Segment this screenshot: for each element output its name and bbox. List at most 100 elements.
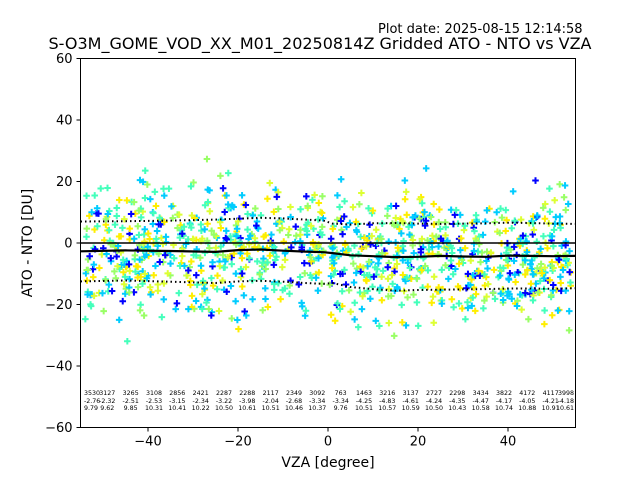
data-point [329, 254, 336, 261]
data-point [162, 233, 170, 241]
data-point [490, 266, 498, 274]
data-point [232, 270, 240, 277]
data-point [481, 297, 488, 304]
data-point [523, 248, 531, 256]
data-point [102, 221, 110, 229]
data-point [84, 266, 92, 274]
data-point [469, 271, 477, 279]
data-point [312, 274, 320, 282]
data-point [378, 249, 386, 257]
data-point [190, 179, 197, 186]
data-point [224, 254, 232, 261]
data-point [252, 205, 259, 212]
data-point [280, 238, 288, 245]
data-point [262, 232, 269, 239]
data-point [262, 265, 269, 273]
data-point [537, 245, 544, 253]
data-point [182, 240, 190, 248]
data-point [199, 290, 206, 298]
bin-stat-value: 10.43 [448, 405, 466, 412]
data-point [525, 315, 532, 323]
data-point [274, 188, 282, 196]
bin-stat-value: 10.57 [378, 405, 396, 412]
data-point [130, 235, 138, 243]
bin-stat-value: 3216 [379, 390, 395, 397]
data-point [340, 213, 348, 220]
data-point [468, 276, 475, 283]
data-point [251, 234, 259, 242]
data-point [277, 295, 284, 303]
data-point [425, 246, 433, 253]
x-tick-label: 40 [500, 435, 517, 450]
data-point [266, 179, 274, 187]
data-point [170, 254, 178, 262]
data-point [458, 305, 466, 312]
data-point [541, 264, 549, 271]
data-point [203, 299, 210, 306]
data-point [510, 257, 518, 265]
data-point [398, 319, 406, 326]
data-point [527, 261, 534, 268]
data-point [448, 295, 456, 303]
data-point [442, 232, 449, 239]
data-point [95, 210, 102, 217]
data-point [249, 295, 256, 303]
data-point [276, 218, 283, 225]
data-point [278, 263, 286, 271]
data-point [223, 236, 231, 243]
data-point [187, 277, 194, 285]
data-point [353, 228, 361, 236]
data-point [124, 337, 131, 345]
data-point [160, 280, 168, 287]
data-point [369, 207, 377, 214]
bin-stat-value: -4.17 [496, 398, 512, 405]
data-point [123, 197, 131, 204]
data-point [541, 200, 549, 208]
bin-stat-value: -2.68 [286, 398, 302, 405]
data-point [143, 274, 151, 282]
bin-stat-value: 10.50 [215, 405, 233, 412]
bin-stat-value: -4.24 [426, 398, 442, 405]
y-tick-label: 0 [64, 237, 72, 252]
data-point [298, 303, 306, 310]
data-point [449, 270, 457, 278]
data-point [385, 319, 393, 327]
data-point [153, 227, 161, 235]
data-point [510, 243, 518, 251]
data-point [521, 271, 529, 278]
data-point [361, 234, 368, 242]
data-point [151, 188, 159, 196]
data-point [189, 235, 197, 243]
data-point [238, 191, 246, 199]
data-point [146, 283, 154, 291]
data-point [217, 172, 224, 180]
data-point [144, 181, 151, 188]
bin-stat-value: 3127 [99, 390, 115, 397]
data-point [104, 210, 112, 218]
data-point [279, 286, 286, 294]
data-point [414, 322, 422, 330]
data-point [548, 262, 555, 270]
data-point [244, 210, 251, 218]
data-point [175, 211, 183, 218]
data-point [330, 271, 337, 278]
data-point [493, 208, 501, 216]
data-point [223, 192, 230, 199]
data-point [516, 291, 524, 298]
data-point [557, 273, 564, 281]
bin-stat-value: 3434 [473, 390, 489, 397]
y-tick-label: −20 [45, 298, 72, 313]
data-point [512, 278, 519, 286]
data-point [566, 247, 573, 255]
data-point [537, 260, 545, 268]
data-point [274, 205, 282, 213]
data-point [402, 188, 410, 196]
data-point [509, 188, 517, 195]
data-point [362, 243, 370, 250]
data-point [378, 273, 385, 280]
data-point [107, 241, 115, 248]
data-point [246, 255, 253, 262]
data-point [266, 252, 274, 259]
data-point [338, 287, 346, 295]
data-point [88, 208, 95, 216]
